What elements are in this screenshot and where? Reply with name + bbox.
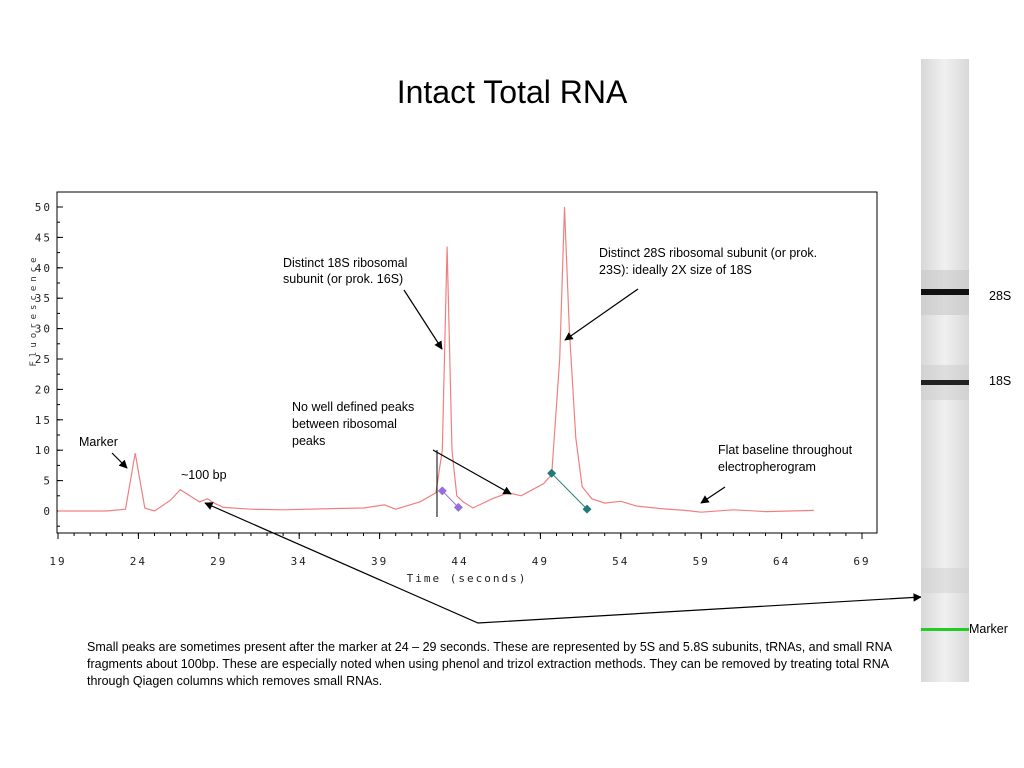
- gel-band-28s: [921, 289, 969, 295]
- x-tick-label: 54: [612, 555, 629, 568]
- x-tick-label: 44: [451, 555, 468, 568]
- x-tick-label: 59: [693, 555, 710, 568]
- x-tick-label: 24: [130, 555, 147, 568]
- y-tick-label: 45: [35, 231, 52, 244]
- gel-label-18s: 18S: [989, 374, 1012, 388]
- annotation-18s-line1: Distinct 18S ribosomal: [283, 256, 407, 270]
- arrow-marker: [111, 452, 128, 469]
- gel-lane: [921, 59, 969, 682]
- y-axis-label: Fluorescence: [29, 253, 39, 366]
- peak-boundary-marker: [547, 468, 557, 478]
- arrow-baseline: [700, 486, 726, 504]
- annotation-28s-line1: Distinct 28S ribosomal subunit (or prok.: [599, 246, 817, 260]
- annotation-baseline-line1: Flat baseline throughout: [718, 443, 853, 457]
- peak-boundary-marker: [437, 486, 447, 496]
- arrow-no-peaks: [432, 449, 512, 495]
- x-tick-label: 34: [291, 555, 308, 568]
- y-tick-label: 30: [35, 323, 52, 336]
- y-tick-label: 0: [43, 505, 52, 518]
- annotation-100bp: ~100 bp: [181, 468, 227, 482]
- y-tick-label: 40: [35, 262, 52, 275]
- x-axis-label: Time (seconds): [407, 572, 528, 585]
- arrow-18s: [403, 289, 443, 350]
- x-tick-label: 49: [532, 555, 549, 568]
- x-tick-label: 19: [49, 555, 66, 568]
- x-tick-label: 64: [773, 555, 790, 568]
- y-tick-label: 5: [43, 475, 52, 488]
- x-tick-label: 29: [210, 555, 227, 568]
- annotation-marker: Marker: [79, 435, 118, 449]
- y-axis-ticks: 0 5 10 15 20 25 30 35 40 45 50: [35, 201, 63, 527]
- x-tick-label: 39: [371, 555, 388, 568]
- x-tick-label: 69: [853, 555, 870, 568]
- y-tick-label: 35: [35, 292, 52, 305]
- gel-band-18s: [921, 380, 969, 385]
- annotation-no-peaks-line3: peaks: [292, 434, 325, 448]
- gel-label-marker: Marker: [969, 622, 1008, 636]
- gel-smear-low: [921, 568, 969, 593]
- y-tick-label: 15: [35, 414, 52, 427]
- y-tick-label: 10: [35, 444, 52, 457]
- y-tick-label: 20: [35, 383, 52, 396]
- x-axis-ticks: 19 24 29 34 39 44 49 54 59 64 69: [49, 533, 870, 568]
- plot-frame: [56, 191, 878, 534]
- y-tick-label: 50: [35, 201, 52, 214]
- gel-band-marker: [921, 628, 969, 631]
- annotation-18s-line2: subunit (or prok. 16S): [283, 272, 403, 286]
- annotation-no-peaks-line2: between ribosomal: [292, 417, 397, 431]
- peak-boundary-markers: [437, 468, 592, 514]
- caption-text: Small peaks are sometimes present after …: [87, 640, 892, 688]
- slide-title: Intact Total RNA: [396, 74, 628, 110]
- arrow-28s: [564, 288, 639, 341]
- y-tick-label: 25: [35, 353, 52, 366]
- annotation-28s-line2: 23S): ideally 2X size of 18S: [599, 263, 752, 277]
- gel-label-28s: 28S: [989, 289, 1012, 303]
- arrow-small-peaks: [204, 502, 922, 624]
- annotation-no-peaks-line1: No well defined peaks: [292, 400, 414, 414]
- annotation-baseline-line2: electropherogram: [718, 460, 816, 474]
